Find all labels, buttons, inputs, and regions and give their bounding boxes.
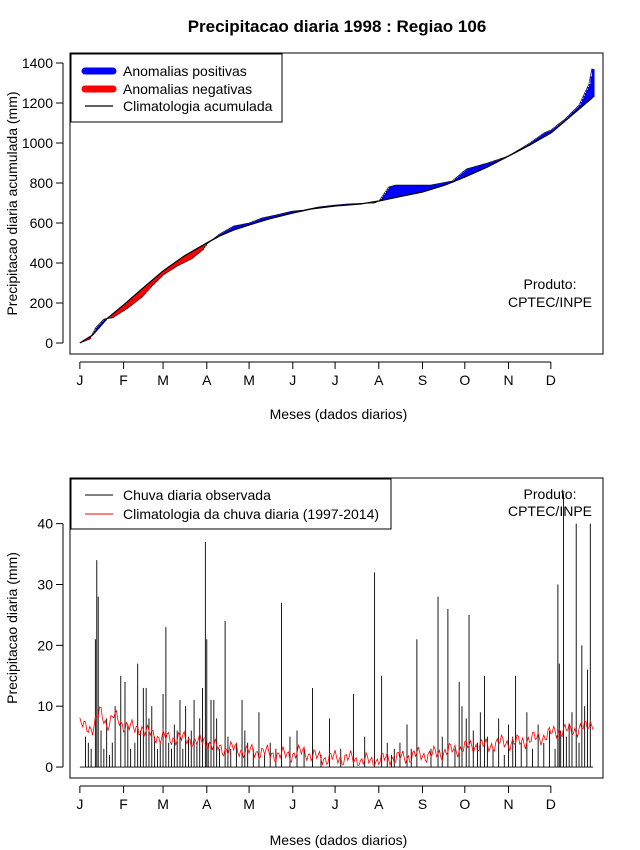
plot-box	[69, 52, 604, 355]
x-tick-label: N	[503, 796, 513, 812]
plot-box	[69, 477, 604, 779]
y-tick-label: 800	[30, 175, 54, 191]
y-axis-label: Precipitacao diaria acumulada (mm)	[4, 91, 20, 315]
x-tick-label: A	[374, 796, 384, 812]
x-tick-label: A	[374, 372, 384, 388]
x-tick-label: M	[157, 796, 169, 812]
x-tick-label: D	[546, 796, 556, 812]
x-axis-label: Meses (dados diarios)	[270, 406, 408, 422]
x-tick-label: M	[157, 372, 169, 388]
y-tick-label: 0	[45, 759, 53, 775]
legend-entry: Chuva diaria observada	[123, 487, 271, 503]
y-axis-label: Precipitacao diaria (mm)	[4, 552, 20, 704]
y-tick-label: 1000	[22, 135, 53, 151]
legend-entry: Anomalias positivas	[123, 63, 247, 79]
x-tick-label: J	[332, 372, 339, 388]
x-tick-label: F	[119, 796, 128, 812]
x-tick-label: N	[503, 372, 513, 388]
x-tick-label: S	[418, 372, 427, 388]
x-tick-label: A	[202, 796, 212, 812]
x-tick-label: J	[76, 372, 83, 388]
x-tick-label: A	[202, 372, 212, 388]
legend: Chuva diaria observada Climatologia da ch…	[70, 478, 392, 530]
y-tick-label: 40	[37, 516, 53, 532]
accumulated-precipitation-panel: 0 200 400 600 800 1000 1200 1400 J F M A M J J A S O N D Mes…	[4, 52, 604, 422]
x-tick-label: J	[289, 372, 296, 388]
x-tick-label: J	[76, 796, 83, 812]
y-tick-label: 600	[30, 215, 54, 231]
y-tick-label: 30	[37, 576, 53, 592]
climatology-accumulated-line	[79, 96, 594, 344]
figure-title: Precipitacao diaria 1998 : Regiao 106	[188, 17, 487, 36]
legend: Anomalias positivas Anomalias negativasCl…	[70, 53, 283, 123]
legend-entry: Anomalias negativas	[123, 81, 252, 97]
observed-rain-spikes	[85, 493, 591, 768]
legend-box	[70, 478, 392, 530]
x-tick-label: O	[459, 372, 470, 388]
y-tick-label: 10	[37, 698, 53, 714]
x-tick-label: M	[243, 796, 255, 812]
y-tick-label: 1400	[22, 55, 53, 71]
x-tick-label: O	[459, 796, 470, 812]
y-tick-label: 400	[30, 255, 54, 271]
x-tick-label: M	[243, 372, 255, 388]
product-note: CPTEC/INPE	[508, 294, 592, 310]
climatology-daily-line	[79, 706, 594, 767]
x-tick-label: D	[546, 372, 556, 388]
legend-entry: Climatologia da chuva diaria (1997-2014)	[123, 506, 379, 522]
x-tick-label: S	[418, 796, 427, 812]
y-tick-label: 200	[30, 295, 54, 311]
y-tick-label: 1200	[22, 95, 53, 111]
legend-entry: Climatologia acumulada	[123, 98, 273, 114]
y-tick-label: 20	[37, 637, 53, 653]
product-note: Produto:	[524, 276, 577, 292]
x-axis-label: Meses (dados diarios)	[270, 832, 408, 848]
y-tick-label: 0	[45, 335, 53, 351]
daily-precipitation-panel: 0 10 20 30 40 J F M A M J J A S O N D Meses (dados diario…	[4, 477, 604, 848]
product-note: CPTEC/INPE	[508, 503, 592, 519]
product-note: Produto:	[524, 486, 577, 502]
x-tick-label: J	[289, 796, 296, 812]
x-tick-label: F	[119, 372, 128, 388]
x-tick-label: J	[332, 796, 339, 812]
